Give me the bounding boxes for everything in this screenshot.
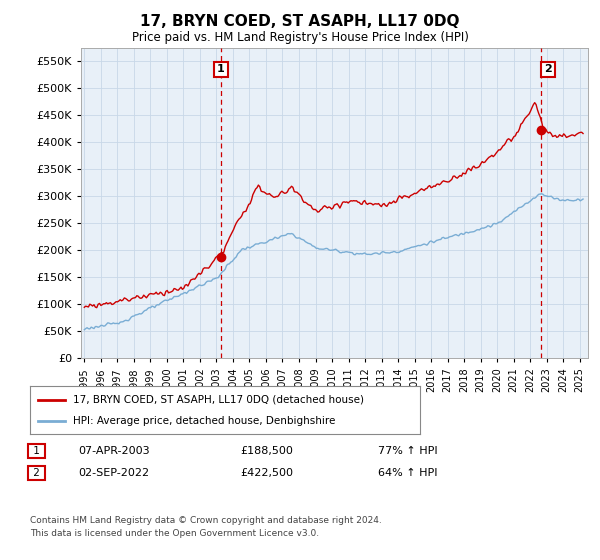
Text: 64% ↑ HPI: 64% ↑ HPI [378,468,437,478]
Text: £188,500: £188,500 [240,446,293,456]
Text: 2: 2 [30,468,43,478]
Text: 1: 1 [30,446,43,456]
Text: 1: 1 [217,64,225,74]
Text: 77% ↑ HPI: 77% ↑ HPI [378,446,437,456]
Text: 17, BRYN COED, ST ASAPH, LL17 0DQ (detached house): 17, BRYN COED, ST ASAPH, LL17 0DQ (detac… [73,395,364,405]
Text: 2: 2 [544,64,552,74]
Text: 02-SEP-2022: 02-SEP-2022 [78,468,149,478]
Text: £422,500: £422,500 [240,468,293,478]
Text: Price paid vs. HM Land Registry's House Price Index (HPI): Price paid vs. HM Land Registry's House … [131,31,469,44]
Text: Contains HM Land Registry data © Crown copyright and database right 2024.
This d: Contains HM Land Registry data © Crown c… [30,516,382,538]
Text: 07-APR-2003: 07-APR-2003 [78,446,149,456]
Text: 17, BRYN COED, ST ASAPH, LL17 0DQ: 17, BRYN COED, ST ASAPH, LL17 0DQ [140,14,460,29]
Text: HPI: Average price, detached house, Denbighshire: HPI: Average price, detached house, Denb… [73,416,335,426]
